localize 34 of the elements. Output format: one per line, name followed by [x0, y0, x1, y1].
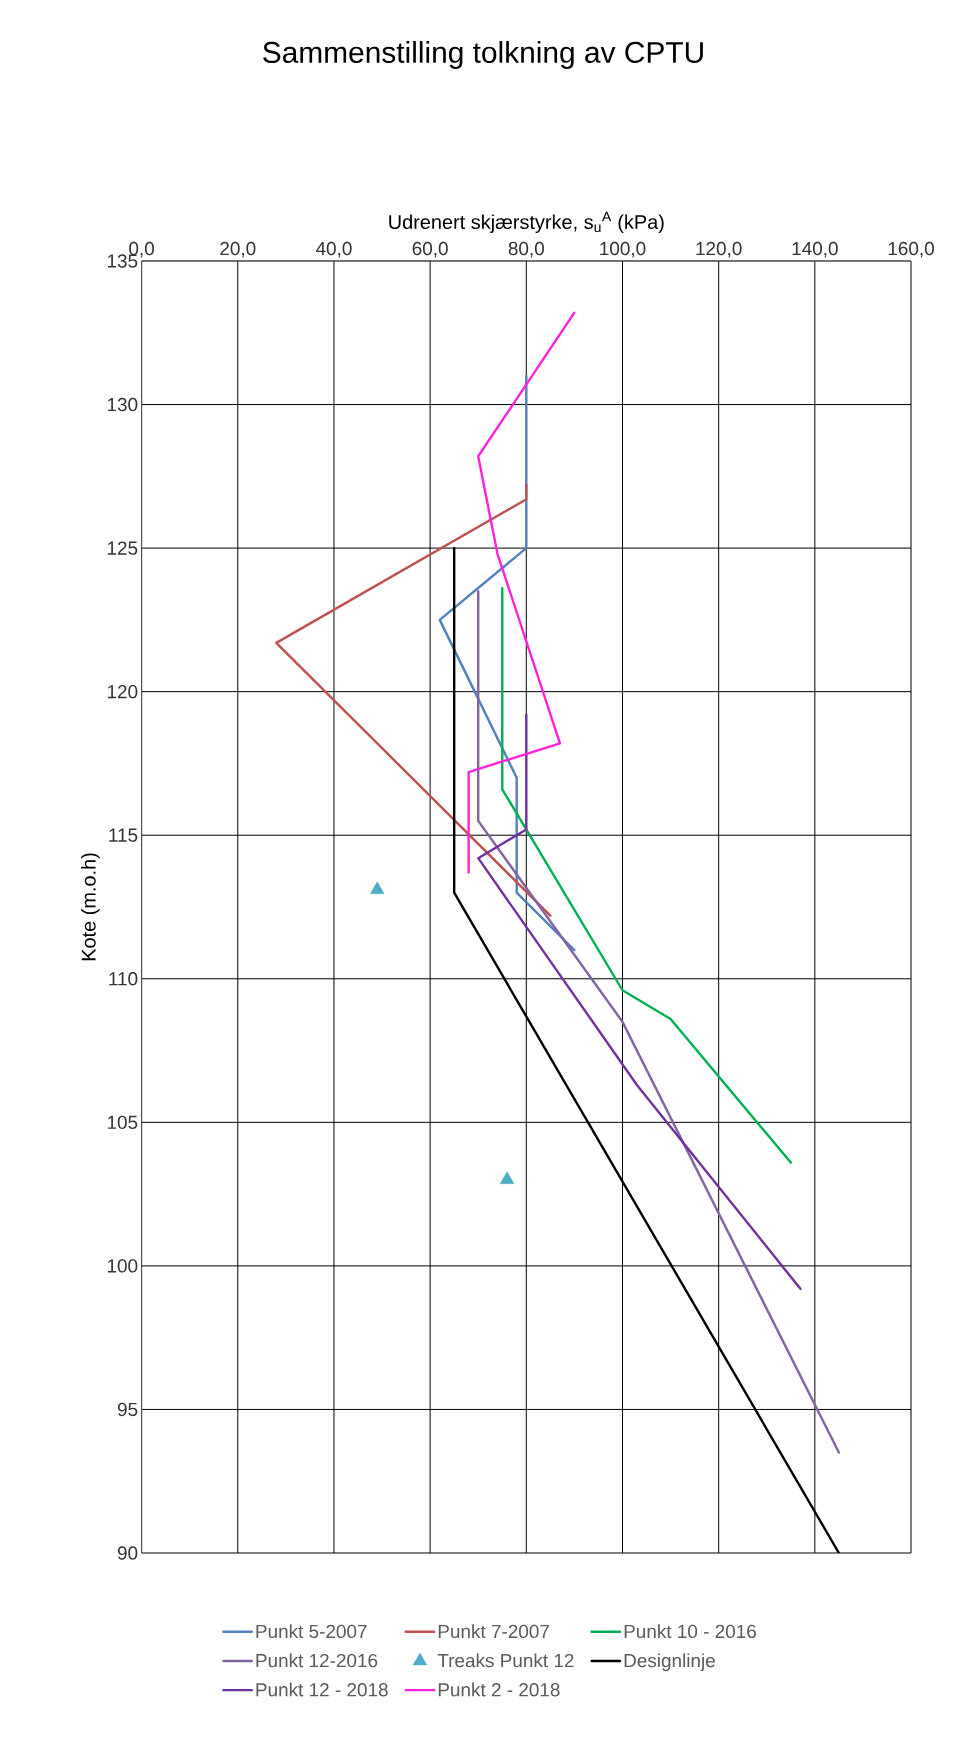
- y-tick-label: 90: [117, 1546, 138, 1560]
- line-series: [477, 713, 802, 1291]
- y-axis-title: Kote (m.o.h): [81, 853, 100, 961]
- y-tick-label: 130: [107, 397, 138, 412]
- line-series: [438, 374, 576, 952]
- legend-label: Punkt 12 - 2018: [256, 1682, 388, 1697]
- legend-label: Punkt 10 - 2016: [624, 1624, 756, 1639]
- x-tick-label: 80,0: [508, 241, 544, 258]
- legend-label: Punkt 12-2016: [256, 1653, 378, 1668]
- x-axis-title: Udrenert skjærstyrke, s$_{u}$$^{A}$ (kPa): [389, 211, 664, 233]
- x-tick-label: 140,0: [792, 241, 838, 258]
- x-tick-label: 60,0: [412, 241, 448, 258]
- y-tick-label: 95: [117, 1402, 138, 1417]
- x-tick-label: 40,0: [315, 241, 352, 258]
- legend-label: Punkt 7-2007: [438, 1624, 549, 1639]
- x-tick-label: 160,0: [888, 241, 934, 258]
- line-series: [467, 311, 576, 874]
- y-tick-label: 105: [107, 1115, 138, 1130]
- y-tick-label: 100: [107, 1259, 138, 1273]
- x-tick-label: 100,0: [600, 241, 646, 258]
- chart-title: Sammenstilling tolkning av CPTU: [263, 41, 703, 69]
- legend-label: Treaks Punkt 12: [437, 1653, 574, 1668]
- y-tick-label: 115: [109, 828, 138, 842]
- y-tick-label: 110: [109, 972, 138, 986]
- legend-label: Punkt 2 - 2018: [438, 1682, 560, 1697]
- legend-label: Designlinje: [624, 1653, 715, 1672]
- y-tick-label: 125: [107, 541, 138, 555]
- x-tick-label: 120,0: [696, 241, 742, 258]
- x-tick-label: 20,0: [220, 241, 256, 258]
- y-tick-label: 120: [107, 684, 138, 699]
- line-series: [477, 589, 841, 1454]
- line-series: [501, 587, 792, 1164]
- line-series: [275, 483, 552, 917]
- legend-label: Punkt 5-2007: [256, 1624, 367, 1639]
